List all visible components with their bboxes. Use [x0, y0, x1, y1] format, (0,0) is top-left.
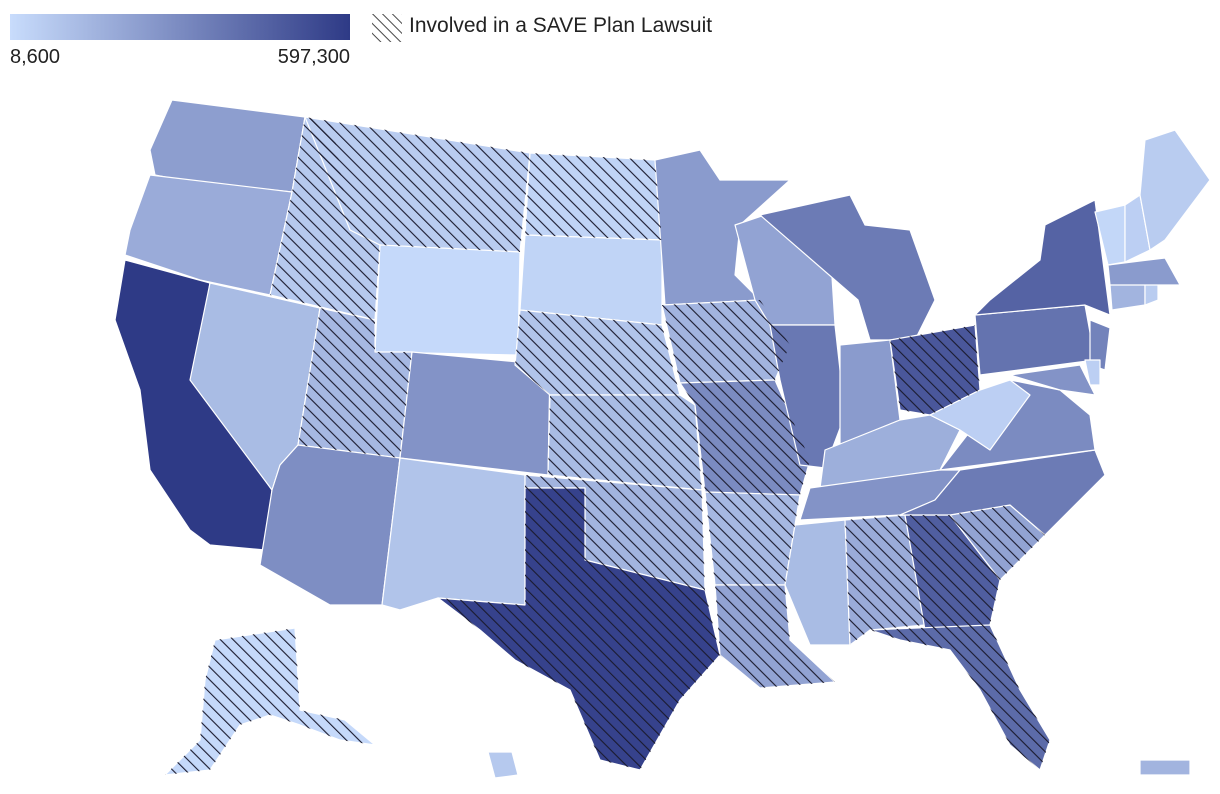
state-MA [1107, 257, 1181, 286]
state-HI [487, 751, 519, 779]
state-AK [164, 627, 376, 776]
state-PA [974, 304, 1096, 376]
state-KS [547, 394, 703, 491]
state-NY [974, 199, 1111, 316]
legend-max-label: 597,300 [277, 46, 350, 68]
state-CT [1109, 281, 1146, 311]
state-FL [869, 624, 1051, 771]
lawsuit-hatch-swatch [372, 14, 402, 42]
state-MD [1009, 364, 1096, 396]
state-DE [1084, 359, 1101, 386]
state-NM [381, 457, 526, 611]
state-SD [519, 234, 663, 326]
state-PR [1139, 759, 1191, 776]
state-ND [524, 152, 663, 241]
state-ME [1139, 129, 1211, 251]
legend-color-scale [10, 14, 350, 40]
state-AR [704, 491, 801, 586]
state-AZ [259, 444, 401, 606]
state-WY [374, 244, 521, 356]
state-MI [759, 194, 936, 341]
state-NJ [1089, 319, 1111, 371]
lawsuit-legend-label: Involved in a SAVE Plan Lawsuit [409, 14, 713, 37]
legend-min-label: 8,600 [10, 46, 61, 68]
state-MS [784, 519, 851, 646]
state-WV [929, 379, 1031, 451]
